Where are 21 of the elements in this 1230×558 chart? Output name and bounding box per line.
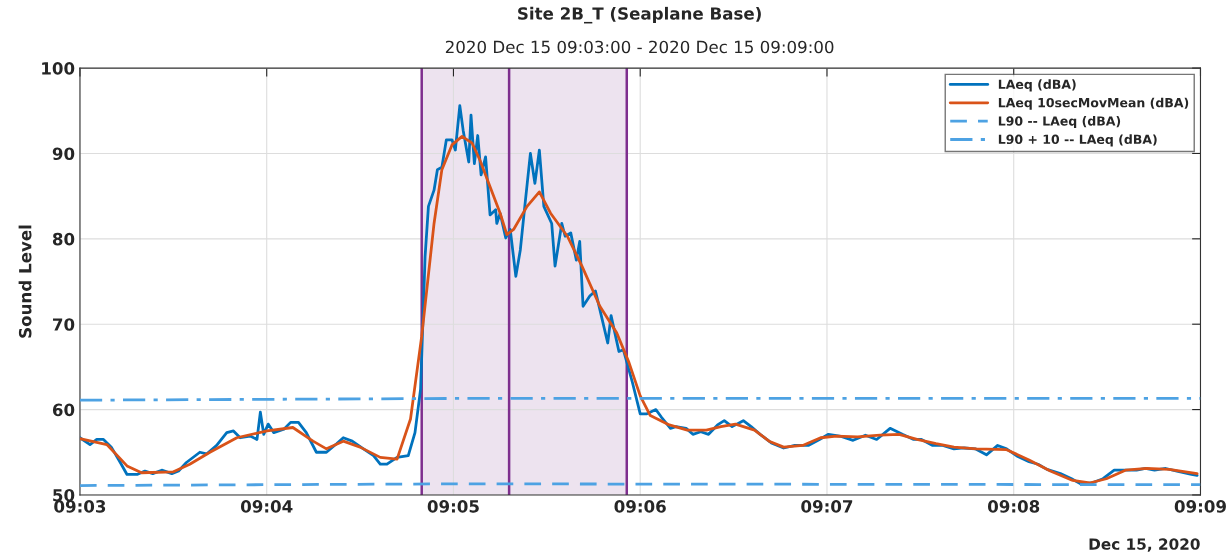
y-tick-label: 70 <box>53 318 75 331</box>
x-tick-label: 09:04 <box>240 500 293 513</box>
x-tick-label: 09:08 <box>987 500 1040 513</box>
y-tick-label: 50 <box>53 488 75 502</box>
y-axis-title: Sound Level <box>18 225 32 338</box>
chart-subtitle: 2020 Dec 15 09:03:00 - 2020 Dec 15 09:09:00 <box>445 40 834 54</box>
x-tick-label: 09:03 <box>54 500 106 513</box>
x-tick-label: 09:06 <box>614 500 666 513</box>
y-tick-label: 80 <box>52 232 75 246</box>
x-tick-label: 09:07 <box>801 500 853 513</box>
text: Dec 15, 2020 <box>1089 538 1200 552</box>
chart-title: Site 2B_T (Seaplane Base) <box>518 6 761 24</box>
legend-label: L90 -- LAeq (dBA) <box>998 116 1121 129</box>
y-tick-label: 90 <box>52 147 75 161</box>
y-tick-label: 100 <box>42 62 75 75</box>
y-tick-label: 60 <box>52 403 75 417</box>
legend-label: LAeq 10secMovMean (dBA) <box>998 97 1189 110</box>
x-tick-label: 09:09 <box>1174 500 1226 513</box>
legend-label: L90 + 10 -- LAeq (dBA) <box>998 134 1157 147</box>
legend-label: LAeq (dBA) <box>998 79 1076 92</box>
x-tick-label: 09:05 <box>427 500 479 513</box>
